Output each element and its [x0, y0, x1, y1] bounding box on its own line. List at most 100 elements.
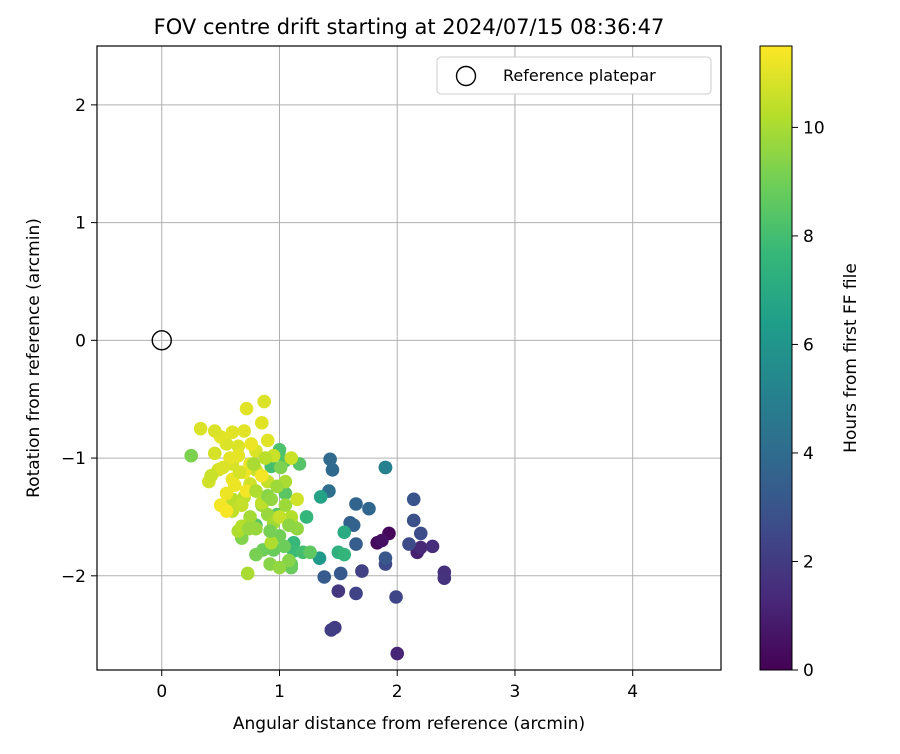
grid [97, 46, 721, 670]
data-point [333, 566, 348, 581]
legend: Reference platepar [436, 56, 712, 95]
data-point [207, 424, 222, 438]
data-point [216, 460, 230, 475]
plot-frame [96, 45, 722, 671]
colorbar: 0 2 4 6 8 10 [759, 45, 825, 681]
x-axis-label: Angular distance from reference (arcmin) [233, 714, 585, 734]
data-point [273, 460, 288, 475]
y-tick-label: 0 [75, 331, 86, 351]
data-point [257, 394, 271, 409]
data-point [378, 551, 393, 565]
y-tick-label: 1 [75, 214, 86, 234]
x-tick-label: 2 [392, 682, 403, 702]
data-point [255, 415, 269, 430]
y-tick-label: −1 [61, 449, 86, 469]
data-point [406, 492, 421, 507]
data-point [231, 439, 246, 454]
legend-marker [455, 65, 477, 87]
data-point [246, 457, 261, 471]
data-point [260, 433, 275, 448]
colorbar-tick-label: 6 [803, 335, 814, 355]
colorbar-label: Hours from first FF file [841, 263, 861, 453]
data-point [325, 463, 340, 477]
colorbar-tick-label: 8 [803, 227, 814, 247]
colorbar-gradient [759, 45, 793, 671]
data-point [282, 518, 296, 532]
data-point [184, 448, 198, 463]
data-point [193, 421, 208, 436]
data-point [324, 623, 339, 637]
data-point [240, 566, 255, 581]
data-point [225, 425, 240, 439]
data-point [346, 518, 361, 532]
data-point [278, 498, 293, 512]
data-point [337, 525, 352, 540]
data-point [317, 570, 332, 584]
data-point [313, 490, 328, 504]
data-point [303, 545, 317, 560]
data-point [290, 492, 304, 507]
x-tick-label: 3 [510, 682, 521, 702]
data-point [349, 586, 363, 601]
data-point [413, 526, 428, 541]
data-point [389, 590, 403, 604]
data-point [375, 533, 389, 548]
data-point [239, 401, 254, 416]
data-point [362, 501, 376, 516]
x-tick-label: 4 [627, 682, 638, 702]
data-point [337, 547, 352, 562]
data-point [249, 547, 263, 562]
data-point [323, 452, 337, 467]
data-point [219, 504, 234, 518]
data-point [255, 468, 269, 483]
data-point [219, 486, 234, 501]
data-point [437, 571, 452, 585]
data-point [258, 451, 273, 465]
data-point [264, 492, 279, 507]
data-point [204, 468, 219, 483]
data-point [264, 536, 279, 550]
data-point [242, 521, 256, 536]
data-point [239, 484, 254, 498]
y-axis-label: Rotation from reference (arcmin) [24, 218, 44, 498]
colorbar-tick-label: 4 [803, 444, 814, 464]
legend-label: Reference platepar [503, 66, 656, 85]
data-point [249, 484, 263, 498]
data-points [151, 330, 452, 661]
data-point [406, 513, 421, 528]
colorbar-tick-label: 2 [803, 552, 814, 572]
data-point [272, 510, 287, 524]
data-point [284, 451, 299, 465]
data-point [331, 584, 346, 598]
data-point [263, 524, 277, 538]
data-point [244, 437, 259, 451]
y-tick-label: 2 [75, 96, 86, 116]
data-point [282, 553, 296, 568]
axis-ticks: 0 1 2 3 4 −2 −1 0 1 2 [61, 96, 638, 702]
data-point [390, 646, 405, 661]
x-tick-label: 1 [274, 682, 285, 702]
data-point [243, 510, 257, 524]
data-point [349, 537, 363, 551]
data-point [207, 446, 222, 461]
legend-box [436, 56, 712, 95]
data-point [402, 537, 416, 551]
data-point [413, 540, 428, 555]
data-point [237, 424, 251, 438]
data-point [378, 460, 393, 475]
data-point [270, 479, 284, 494]
data-point [349, 497, 363, 511]
data-point [227, 478, 242, 492]
x-tick-label: 0 [156, 682, 167, 702]
colorbar-tick-label: 0 [803, 661, 814, 681]
data-point [277, 539, 292, 554]
data-point [299, 510, 314, 524]
data-point [223, 451, 237, 465]
data-point [425, 539, 440, 554]
data-point [355, 564, 369, 578]
y-tick-label: −2 [61, 567, 86, 587]
data-point [232, 465, 247, 480]
colorbar-tick-label: 10 [803, 118, 825, 138]
